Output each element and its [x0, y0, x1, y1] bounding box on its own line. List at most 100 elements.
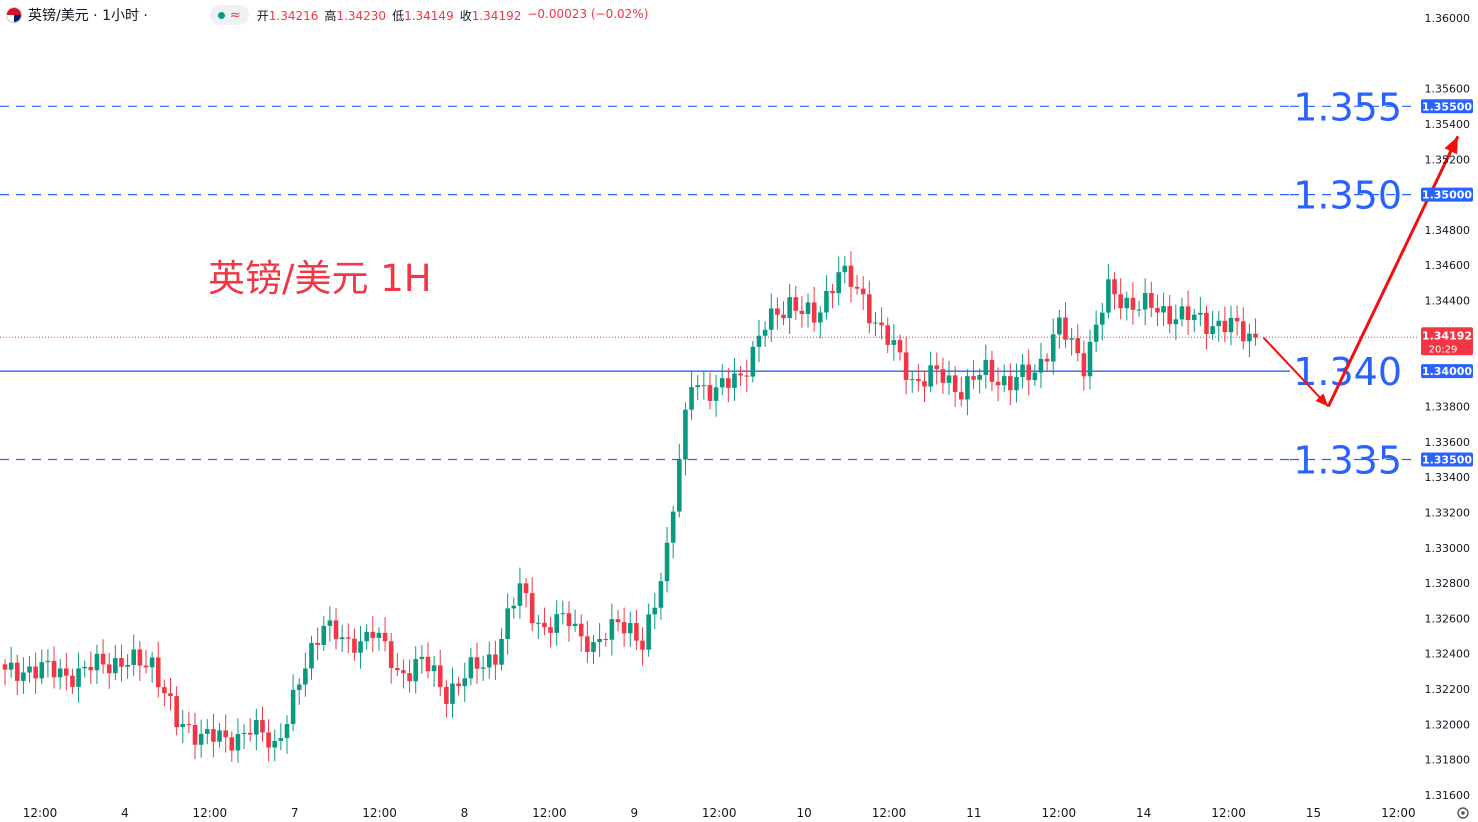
candle-body [14, 662, 20, 681]
candle-body [842, 265, 848, 273]
price-tick-label: 1.34600 [1425, 259, 1471, 272]
candle-body [891, 340, 897, 345]
candle-body [854, 286, 860, 289]
candle-body [1149, 293, 1154, 308]
time-tick-label: 4 [121, 806, 129, 820]
candle-body [775, 308, 780, 315]
level-price-tag [1421, 99, 1473, 114]
price-tick-label: 1.32400 [1425, 648, 1471, 661]
candle-body [462, 678, 468, 687]
candle-body [278, 738, 284, 741]
candle-body [560, 613, 566, 615]
candle-body [529, 593, 535, 624]
level-label: 1.355 [1293, 85, 1402, 129]
candle-body [756, 335, 762, 347]
candle-body [591, 642, 596, 652]
candle-body [450, 683, 455, 704]
candle-body [744, 375, 750, 377]
candle-body [235, 734, 241, 751]
candle-body [39, 662, 45, 679]
candle-body [174, 696, 179, 728]
candle-body [664, 542, 670, 582]
candle-body [290, 689, 296, 725]
candle-body [1142, 293, 1148, 310]
annotation-title: 英镑/美元 1H [208, 257, 432, 300]
candle-body [33, 666, 38, 679]
candle-body [143, 665, 149, 668]
level-price-tag-label: 1.33500 [1422, 453, 1472, 466]
candle-body [100, 653, 106, 665]
time-axis[interactable]: 12:00 4 12:00 7 12:00 8 12:00 9 12:00 10 12:00 11 12… [23, 806, 1416, 820]
price-tick-label: 1.32600 [1425, 612, 1471, 625]
projection-up-leg [1326, 135, 1460, 408]
candle-body [1185, 306, 1191, 321]
time-tick-label: 14 [1136, 806, 1151, 820]
candle-body [1081, 353, 1087, 377]
candle-body [848, 265, 854, 287]
candle-body [572, 623, 578, 626]
candle-body [1001, 376, 1007, 386]
candle-body [860, 288, 866, 295]
candle-body [1216, 320, 1222, 327]
candle-body [499, 638, 504, 665]
low-value: 1.34149 [404, 8, 454, 23]
candle-body [247, 732, 253, 735]
candle-body [1173, 319, 1179, 325]
candle-body [1247, 333, 1252, 342]
candle-body [1008, 376, 1013, 391]
candle-body [468, 657, 474, 679]
candle-body [70, 675, 75, 687]
price-tick-label: 1.35600 [1425, 83, 1471, 96]
candle-body [952, 375, 958, 393]
candle-body [1020, 364, 1025, 378]
candle-body [198, 733, 204, 745]
candle-body [879, 322, 884, 326]
candle-body [909, 379, 915, 381]
candle-body [1057, 317, 1062, 335]
candle-body [1014, 377, 1019, 391]
candle-body [762, 329, 768, 336]
settings-icon[interactable] [1457, 807, 1469, 819]
candle-body [885, 325, 891, 345]
candle-body [505, 608, 510, 639]
candle-body [713, 387, 719, 401]
time-tick-label: 12:00 [702, 806, 737, 820]
time-tick-label: 12:00 [532, 806, 567, 820]
candle-body [162, 687, 167, 694]
close-value: 1.34192 [471, 8, 522, 23]
candle-body [456, 683, 461, 687]
price-tick-label: 1.32800 [1425, 577, 1471, 590]
price-tick-label: 1.32200 [1425, 683, 1471, 696]
price-tick-label: 1.35200 [1425, 153, 1471, 166]
time-tick-label: 9 [630, 806, 638, 820]
candle-body [609, 619, 615, 640]
change-value: −0.00023 (−0.02%) [527, 6, 649, 21]
candle-body [566, 613, 572, 626]
candle-body [707, 385, 713, 401]
candle-body [640, 640, 645, 650]
candle-body [125, 664, 130, 667]
candle-body [437, 665, 443, 687]
candle-body [395, 668, 400, 671]
symbol-title[interactable]: 英镑/美元 · 1小时 · [28, 8, 148, 24]
candle-body [621, 622, 627, 634]
price-axis[interactable]: 1.36000 1.35600 1.35400 1.35200 1.34800 1.346… [1421, 12, 1473, 802]
gbp-usd-flag-icon [6, 7, 22, 23]
candle-body [1253, 333, 1258, 338]
candle-body [266, 732, 271, 748]
price-tick-label: 1.34400 [1425, 295, 1471, 308]
candle-body [1234, 317, 1240, 322]
candle-body [186, 724, 192, 726]
candle-body [689, 387, 694, 410]
time-tick-label: 10 [796, 806, 811, 820]
open-label: 开 [256, 8, 269, 23]
candle-body [897, 340, 903, 353]
ohlc-readout: 开1.34216 高1.34230 低1.34149 收1.34192 −0.0… [257, 7, 649, 24]
candle-body [229, 737, 235, 751]
candle-body [57, 668, 63, 678]
candle-body [811, 302, 817, 323]
candle-body [309, 642, 314, 669]
market-status-pill[interactable]: ≈ [209, 5, 249, 25]
candle-body [192, 724, 198, 745]
